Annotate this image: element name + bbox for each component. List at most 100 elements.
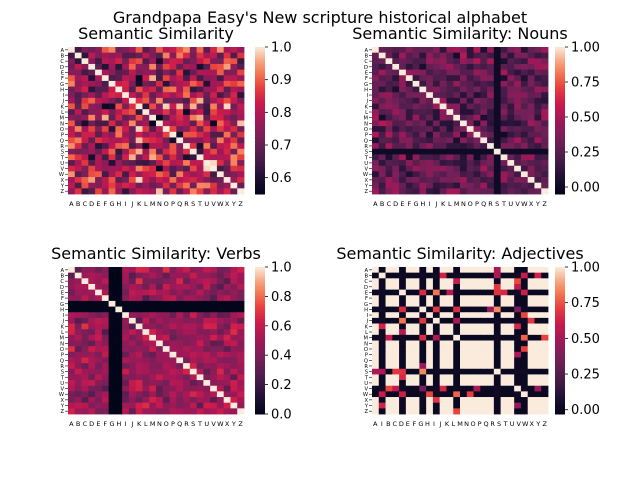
heatmap-cell <box>392 126 400 133</box>
heatmap-cell <box>88 177 96 184</box>
heatmap-cell <box>223 351 231 358</box>
heatmap-cell <box>432 380 441 387</box>
heatmap-cell <box>419 278 427 285</box>
heatmap-cell <box>392 397 400 404</box>
heatmap-cell <box>412 272 420 279</box>
heatmap-cell <box>135 47 143 54</box>
heatmap-cell <box>432 182 441 189</box>
heatmap-cell <box>216 165 225 172</box>
heatmap-cell <box>81 408 89 415</box>
heatmap-cell <box>115 374 123 381</box>
heatmap-cell <box>399 171 407 178</box>
heatmap-cell <box>460 177 468 184</box>
heatmap-cell <box>149 351 157 358</box>
colorbar-band <box>555 93 565 97</box>
heatmap-cell <box>156 385 164 392</box>
heatmap-cell <box>189 272 198 279</box>
heatmap-cell <box>189 75 198 82</box>
heatmap-cell <box>135 340 143 347</box>
heatmap-cell <box>183 306 191 313</box>
heatmap-cell <box>527 188 535 195</box>
heatmap-cell <box>460 283 468 291</box>
heatmap-cell <box>460 75 468 82</box>
heatmap-cell <box>169 278 177 285</box>
heatmap-cell <box>453 397 461 404</box>
heatmap-cell <box>432 47 441 54</box>
heatmap-cell <box>473 154 481 161</box>
heatmap-cell <box>128 47 137 54</box>
heatmap-cell <box>223 182 231 189</box>
heatmap-cell <box>149 385 157 392</box>
heatmap-cell <box>466 131 474 138</box>
heatmap-cell <box>527 397 535 404</box>
heatmap-cell <box>514 137 522 144</box>
heatmap-cell <box>439 402 447 409</box>
heatmap-cell <box>487 334 495 341</box>
heatmap-cell <box>520 126 529 133</box>
heatmap-cell <box>210 52 218 59</box>
heatmap-cell <box>149 171 157 178</box>
heatmap-cell <box>108 120 116 127</box>
heatmap-cell <box>520 289 529 296</box>
heatmap-cell <box>223 126 231 133</box>
heatmap-cell <box>162 385 170 392</box>
heatmap-cell <box>142 385 150 392</box>
heatmap-cell <box>405 160 414 167</box>
heatmap-cell <box>460 171 468 178</box>
heatmap-cell <box>95 267 103 274</box>
heatmap-cell <box>473 126 481 133</box>
heatmap-cell <box>385 300 393 307</box>
heatmap-cell <box>480 171 488 178</box>
heatmap-cell <box>378 357 386 364</box>
heatmap-cell <box>237 131 245 138</box>
heatmap-cell <box>500 120 508 127</box>
heatmap-cell <box>487 385 495 392</box>
heatmap-cell <box>216 171 225 178</box>
heatmap-cell <box>378 188 386 195</box>
heatmap-cell <box>176 86 184 93</box>
heatmap-cell <box>176 120 184 127</box>
heatmap-cell <box>412 346 420 353</box>
heatmap-cell <box>378 120 386 127</box>
heatmap-cell <box>101 391 110 398</box>
heatmap-cell <box>385 109 393 116</box>
heatmap-cell <box>108 97 116 104</box>
heatmap-cell <box>223 63 231 71</box>
heatmap-cell <box>480 126 488 133</box>
colorbar-band <box>555 71 565 75</box>
heatmap-cell <box>453 402 461 409</box>
heatmap-cell <box>385 329 393 336</box>
heatmap-cell <box>135 63 143 71</box>
heatmap-cell <box>216 380 225 387</box>
heatmap-cell <box>68 334 76 341</box>
heatmap-cell <box>203 329 211 336</box>
heatmap-cell <box>135 69 143 76</box>
heatmap-cell <box>392 317 400 324</box>
colorbar-tick-label: 0.7 <box>271 139 292 154</box>
x-tick-label: X <box>225 420 230 428</box>
heatmap-cell <box>122 397 130 404</box>
heatmap-cell <box>176 69 184 76</box>
heatmap-cell <box>392 114 400 121</box>
heatmap-cell <box>74 188 82 195</box>
heatmap-cell <box>541 92 549 99</box>
heatmap-cell <box>108 86 116 93</box>
colorbar-band <box>555 316 565 319</box>
colorbar-band <box>555 323 565 327</box>
heatmap-cell <box>122 289 130 296</box>
heatmap-cell <box>156 182 164 189</box>
heatmap-cell <box>460 182 468 189</box>
heatmap-cell <box>74 391 82 398</box>
heatmap-cell <box>210 109 218 116</box>
y-tick-label: A <box>364 48 368 54</box>
heatmap-cell <box>183 137 191 144</box>
heatmap-cell <box>432 148 441 155</box>
colorbar-band <box>555 313 565 317</box>
heatmap-cell <box>237 317 245 324</box>
x-tick-label: Z <box>238 200 243 208</box>
heatmap-cell <box>514 312 522 319</box>
heatmap-cell <box>223 402 231 409</box>
heatmap-cell <box>507 340 515 347</box>
heatmap-cell <box>385 368 393 375</box>
heatmap-cell <box>500 171 508 178</box>
